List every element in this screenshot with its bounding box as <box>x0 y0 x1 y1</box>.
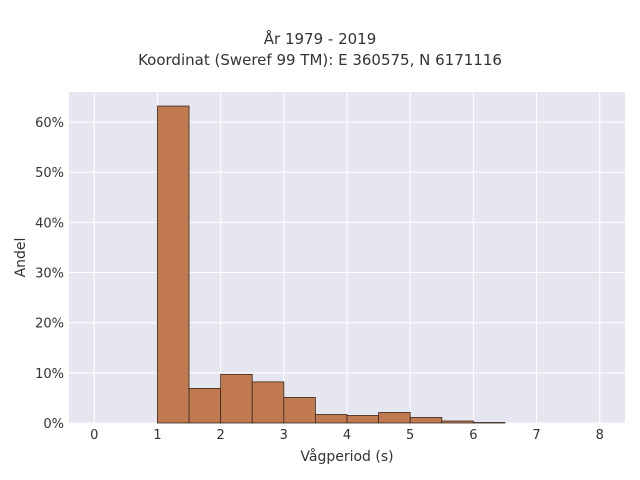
x-tick-label: 2 <box>216 428 224 443</box>
x-tick-label: 3 <box>280 428 288 443</box>
x-tick-label: 6 <box>469 428 477 443</box>
histogram-bar <box>188 387 222 424</box>
histogram-bar <box>472 422 506 424</box>
y-axis-label: Andel <box>13 238 29 278</box>
y-tick-label: 0% <box>43 417 64 432</box>
y-tick-label: 30% <box>35 267 64 282</box>
histogram-bar <box>409 417 443 424</box>
histogram-bar <box>251 381 285 424</box>
chart-title: År 1979 - 2019 <box>263 30 377 48</box>
histogram-bar <box>283 397 316 424</box>
x-tick-label: 4 <box>343 428 351 443</box>
histogram-bar <box>220 373 253 424</box>
y-tick-label: 20% <box>35 317 64 332</box>
x-tick-label: 7 <box>532 428 540 443</box>
y-tick-label: 50% <box>35 166 64 181</box>
histogram-bar <box>346 415 379 424</box>
x-axis-label: Vågperiod (s) <box>300 448 393 465</box>
histogram-bar <box>441 420 474 424</box>
x-tick-label: 8 <box>596 428 604 443</box>
chart-subtitle: Koordinat (Sweref 99 TM): E 360575, N 61… <box>138 51 502 69</box>
x-tick-label: 0 <box>90 428 98 443</box>
histogram-bar <box>157 105 190 424</box>
y-tick-label: 40% <box>35 216 64 231</box>
x-tick-label: 5 <box>406 428 414 443</box>
histogram-bar <box>378 412 411 424</box>
y-tick-label: 10% <box>35 367 64 382</box>
y-tick-label: 60% <box>35 116 64 131</box>
histogram-bar <box>315 414 348 424</box>
x-tick-label: 1 <box>153 428 161 443</box>
